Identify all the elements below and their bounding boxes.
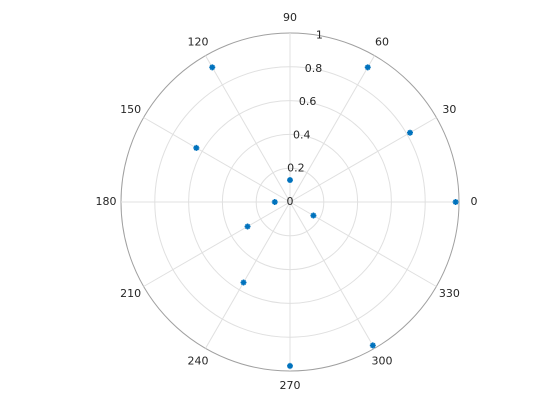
grid-spoke — [143, 117, 291, 203]
point — [452, 199, 459, 205]
theta-tick-label: 180 — [96, 195, 117, 208]
grid-spoke — [143, 201, 291, 287]
grid-spoke — [205, 201, 291, 349]
point — [287, 177, 293, 184]
r-tick-label: 0.2 — [287, 162, 305, 175]
theta-tick-label: 300 — [372, 354, 393, 367]
point — [271, 199, 278, 205]
point — [310, 212, 317, 219]
grid-spoke — [205, 55, 291, 203]
point — [209, 64, 216, 71]
theta-tick-label: 150 — [120, 103, 141, 116]
theta-tick-label: 210 — [120, 287, 141, 300]
r-tick-label: 1 — [316, 29, 323, 42]
point — [369, 342, 376, 349]
grid-spoke — [289, 201, 375, 349]
theta-tick-label: 330 — [439, 287, 460, 300]
theta-tick-label: 30 — [442, 103, 456, 116]
r-tick-label: 0.6 — [299, 95, 317, 108]
theta-tick-label: 90 — [283, 11, 297, 24]
point — [287, 362, 293, 369]
theta-tick-label: 240 — [188, 354, 209, 367]
point — [193, 144, 200, 151]
r-tick-label: 0.8 — [305, 62, 323, 75]
point — [240, 279, 247, 286]
point — [364, 64, 371, 71]
theta-tick-label: 120 — [188, 36, 209, 49]
theta-tick-label: 60 — [375, 36, 389, 49]
grid-spoke — [289, 55, 375, 203]
r-tick-label: 0 — [287, 195, 294, 208]
theta-tick-label: 0 — [471, 195, 478, 208]
point — [407, 129, 414, 136]
point — [244, 223, 251, 230]
r-tick-label: 0.4 — [293, 128, 311, 141]
theta-tick-label: 270 — [280, 379, 301, 392]
